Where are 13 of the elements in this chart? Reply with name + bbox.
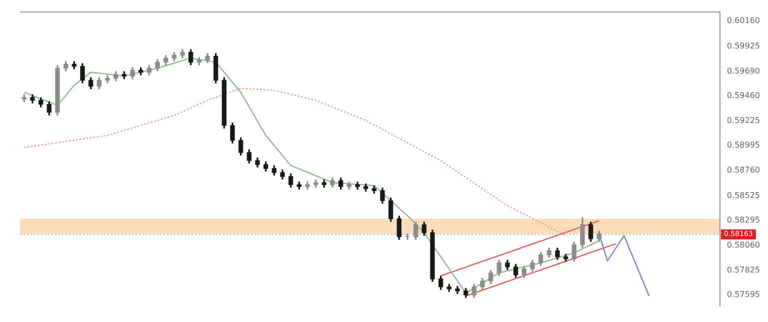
y-tick-label: 0.58760 (726, 166, 760, 175)
y-tick-label: 0.58995 (726, 140, 760, 150)
y-tick-label: 0.60160 (726, 16, 760, 26)
line-series (24, 88, 566, 236)
y-tick-label: 0.57825 (726, 266, 760, 275)
y-tick-label: 0.59690 (726, 66, 760, 76)
y-tick-label: 0.59460 (726, 90, 760, 100)
y-tick-label: 0.57595 (726, 290, 760, 300)
y-tick-label: 0.58060 (726, 240, 760, 250)
y-tick-label: 0.58295 (726, 215, 760, 224)
y-tick-label: 0.59225 (726, 116, 760, 126)
y-tick-label: 0.58525 (726, 190, 760, 200)
y-tick-label: 0.59925 (726, 41, 760, 50)
